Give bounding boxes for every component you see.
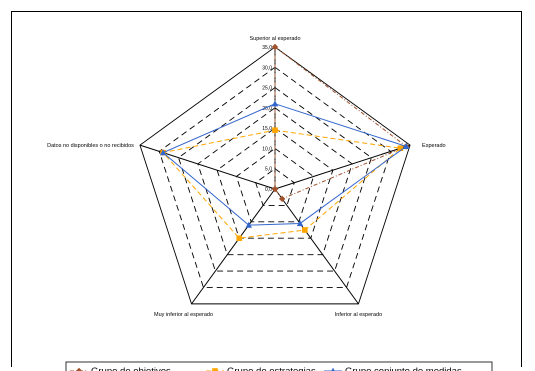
data-point [271,100,279,107]
legend-marker [212,368,218,371]
data-point [302,227,308,233]
r-tick-label: 35,0 [262,45,272,51]
legend-box [65,361,493,371]
data-point [272,127,278,133]
data-point [402,142,410,149]
r-tick-label: 25,0 [262,86,272,92]
data-point [296,220,304,227]
data-point [159,149,167,156]
legend-label: Grupo conjunto de medidas [345,366,462,371]
grid-ring [139,46,411,305]
axis-spoke [191,188,276,305]
data-point [397,145,404,152]
data-point [236,235,243,242]
r-tick-label: 30,0 [262,65,272,71]
axis-spoke [274,188,359,305]
legend-marker [75,367,83,371]
legend: Grupo de objetivos Grupo de estrategias Gr… [65,361,493,371]
r-tick-label: 20,0 [262,106,272,112]
axis-label: Esperado [422,143,446,149]
r-tick-label: 10,0 [262,146,272,152]
data-point [271,185,279,193]
data-point [278,195,286,203]
axis-label: Superior al esperado [249,36,300,42]
data-point [245,221,252,228]
axis-label: Datos no disponibles o no recibidos [47,143,134,149]
chart-frame [11,11,522,367]
legend-marker [331,367,335,371]
r-tick-label: 0,0 [265,187,272,193]
series-line [162,129,402,239]
axis-spoke [139,144,276,190]
r-tick-label: 5,0 [265,167,272,173]
data-point [271,43,279,51]
legend-label: Grupo de estrategias [227,366,316,371]
series [159,43,410,242]
axis-labels: Superior al esperado Esperado Inferior al … [47,36,445,318]
series-line [274,45,408,200]
r-tick-label: 15,0 [262,126,272,132]
legend-label: Grupo de objetivos [91,366,171,371]
axis-spoke [274,144,411,190]
series-line [162,103,408,226]
radial-tick-labels: 0,0 5,0 10,0 15,0 20,0 25,0 30,0 35,0 [262,45,272,193]
axis-label: Inferior al esperado [335,312,382,318]
axis-label: Muy inferior al esperado [154,312,213,318]
